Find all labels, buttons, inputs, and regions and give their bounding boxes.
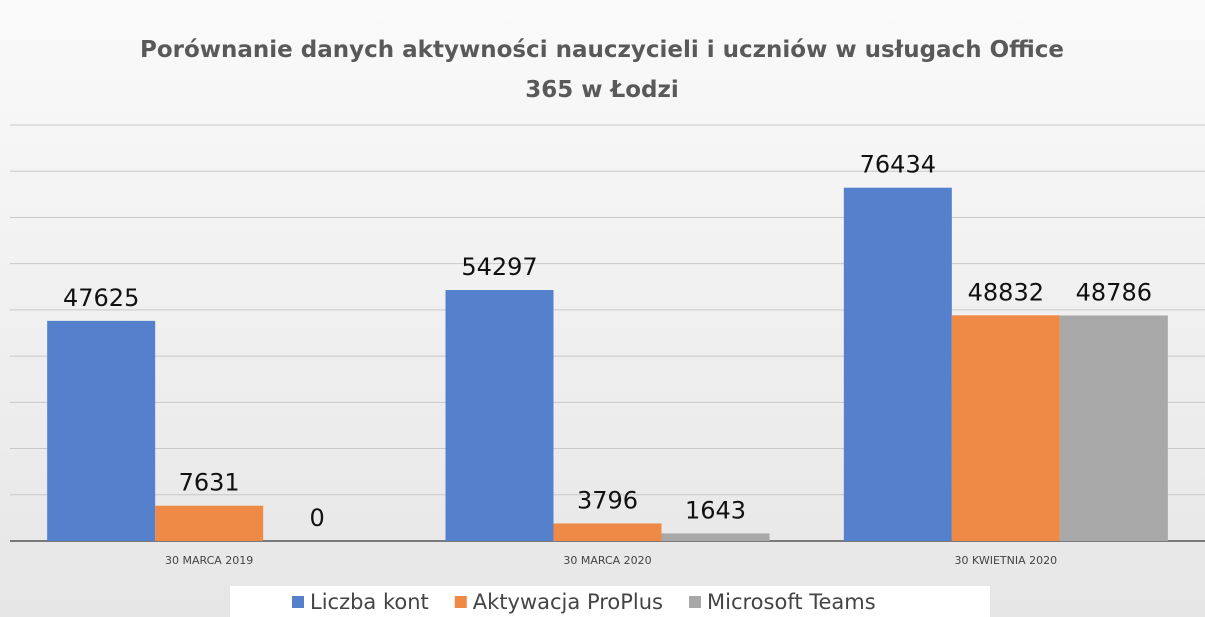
legend-label: Microsoft Teams	[707, 590, 876, 614]
x-tick-label: 30 MARCA 2019	[165, 554, 253, 567]
legend-label: Liczba kont	[310, 590, 429, 614]
legend-swatch	[292, 596, 304, 608]
value-label: 76434	[860, 151, 936, 179]
value-label: 3796	[577, 486, 638, 514]
legend-label: Aktywacja ProPlus	[473, 590, 663, 614]
bar	[951, 315, 1060, 541]
bar	[155, 505, 264, 541]
chart-title: Porównanie danych aktywności nauczycieli…	[139, 37, 1065, 103]
x-tick-label: 30 KWIETNIA 2020	[955, 554, 1058, 567]
bar	[47, 320, 156, 541]
value-label: 47625	[63, 284, 139, 312]
value-label: 48786	[1076, 279, 1152, 307]
value-label: 7631	[179, 469, 240, 497]
x-tick-label: 30 MARCA 2020	[563, 554, 651, 567]
value-label: 54297	[461, 253, 537, 281]
value-label: 0	[310, 504, 325, 532]
bar	[843, 187, 952, 541]
bar	[1059, 315, 1168, 541]
legend-box	[230, 586, 990, 617]
bar	[445, 290, 554, 541]
legend-swatch	[454, 596, 467, 608]
value-label: 1643	[685, 496, 746, 524]
bar	[553, 523, 662, 541]
bar	[661, 533, 770, 541]
legend-swatch	[689, 596, 702, 608]
value-label: 48832	[968, 278, 1044, 306]
